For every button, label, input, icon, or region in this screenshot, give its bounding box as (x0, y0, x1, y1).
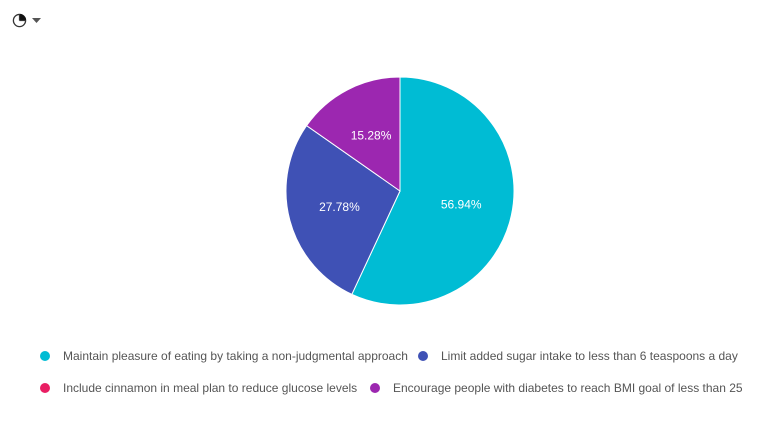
slice-label: 27.78% (319, 200, 360, 214)
chart-type-menu[interactable] (12, 13, 41, 28)
legend-label: Encourage people with diabetes to reach … (393, 381, 743, 395)
slice-label: 15.28% (351, 128, 392, 142)
legend-item[interactable]: Maintain pleasure of eating by taking a … (40, 349, 408, 363)
legend-item[interactable]: Limit added sugar intake to less than 6 … (418, 349, 738, 363)
caret-down-icon (32, 17, 41, 23)
pie-slice[interactable] (285, 124, 401, 295)
pie-slice[interactable] (305, 76, 401, 192)
pie-slice[interactable] (351, 76, 515, 306)
legend-label: Limit added sugar intake to less than 6 … (441, 349, 738, 363)
slice-label: 56.94% (441, 198, 482, 212)
legend-marker (40, 351, 50, 361)
legend-item[interactable]: Include cinnamon in meal plan to reduce … (40, 381, 357, 395)
legend-label: Maintain pleasure of eating by taking a … (63, 349, 408, 363)
legend-marker (40, 383, 50, 393)
legend-marker (418, 351, 428, 361)
legend-label: Include cinnamon in meal plan to reduce … (63, 381, 358, 395)
legend-item[interactable]: Encourage people with diabetes to reach … (370, 381, 743, 395)
pie-chart-icon (12, 13, 27, 28)
legend-marker (370, 383, 380, 393)
